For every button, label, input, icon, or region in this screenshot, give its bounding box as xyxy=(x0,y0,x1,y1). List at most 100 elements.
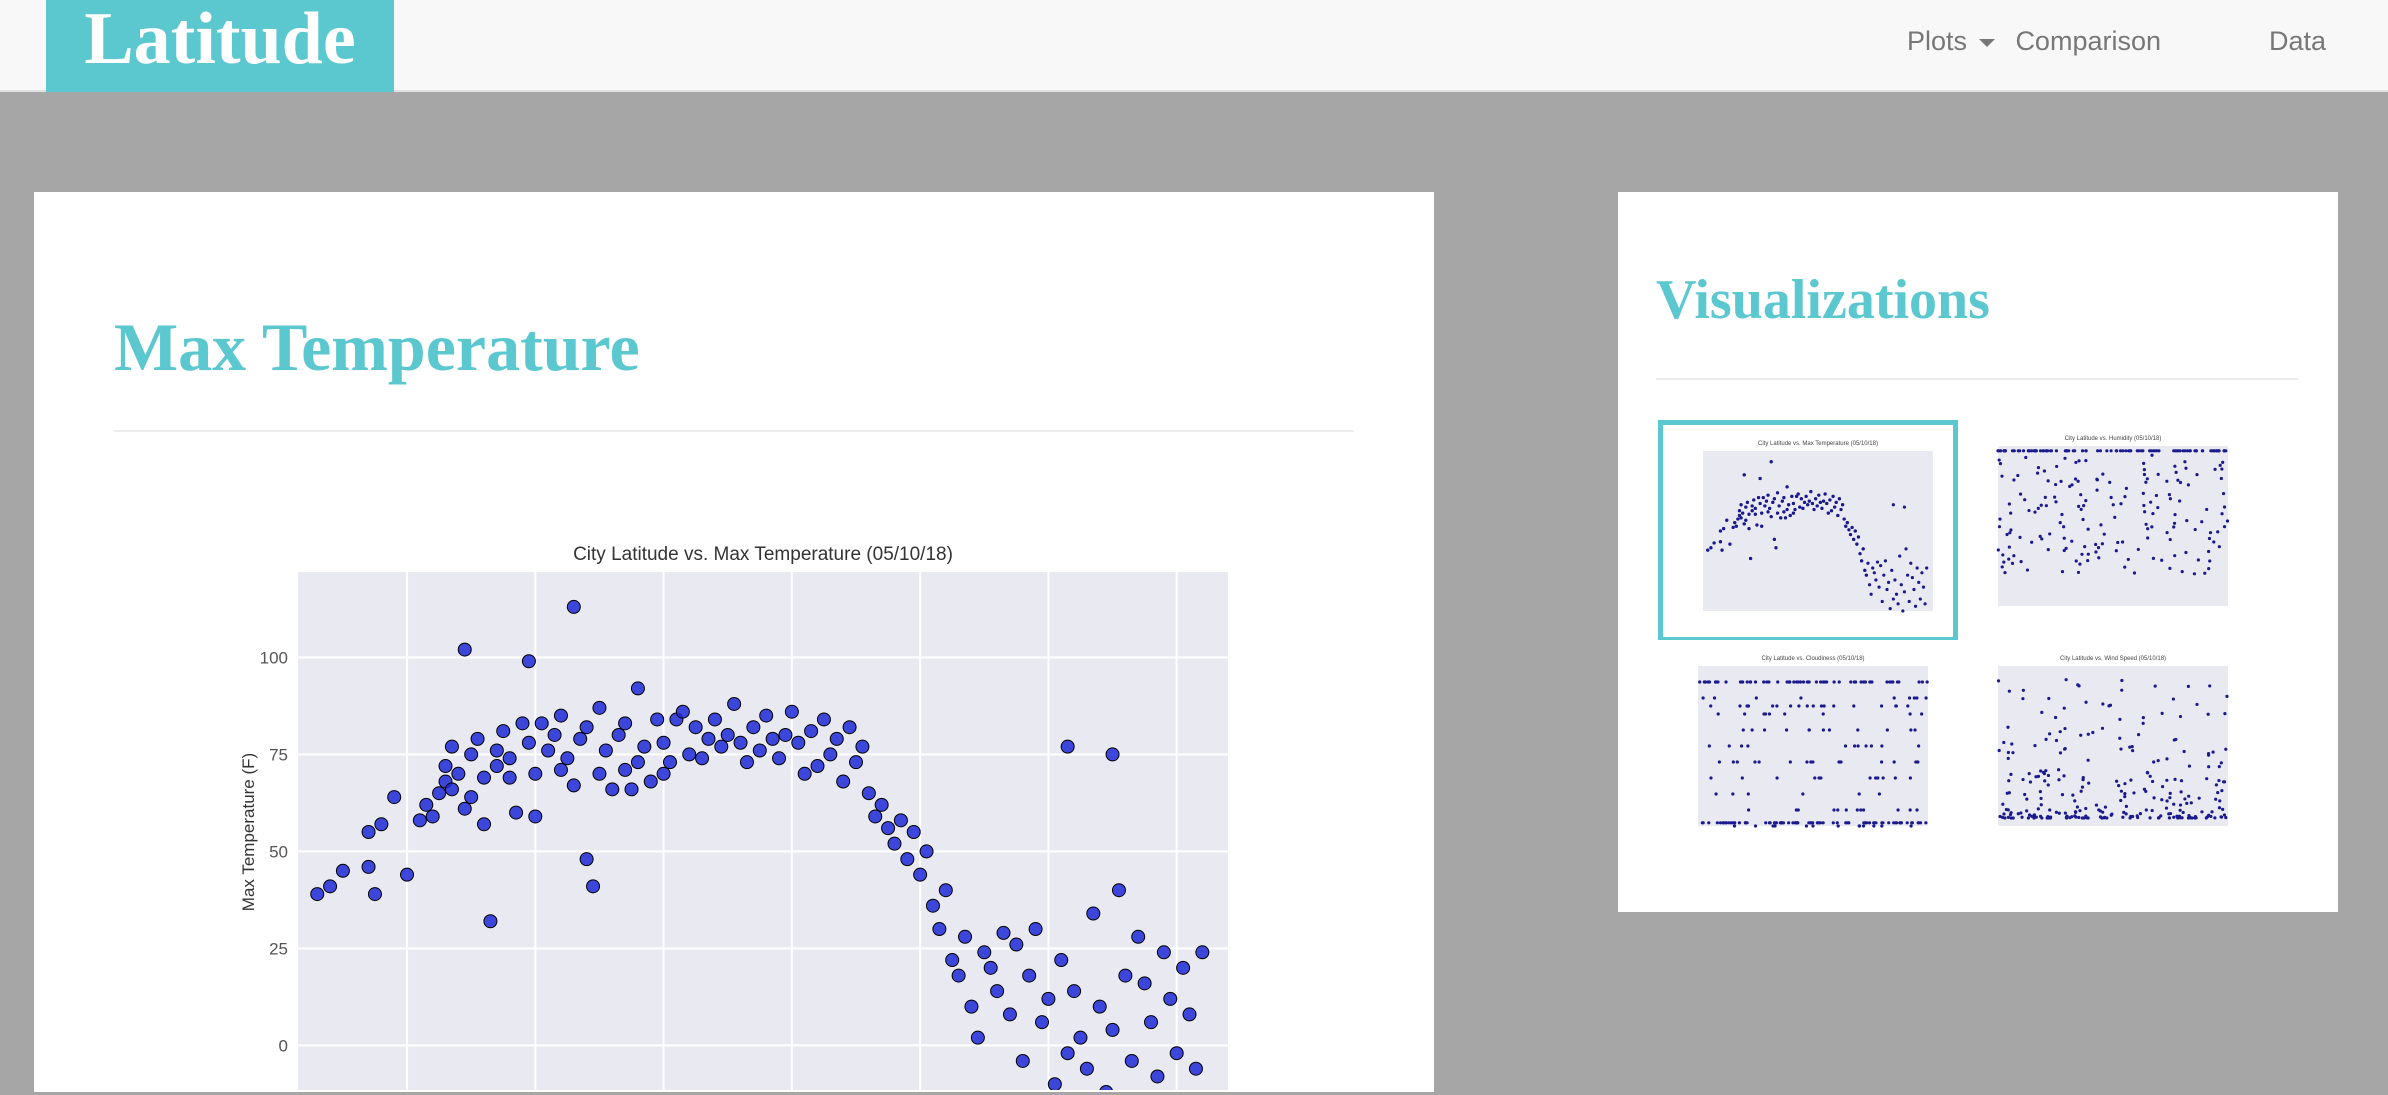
thumb-data-point xyxy=(1750,728,1754,732)
thumb-data-point xyxy=(1798,680,1803,684)
thumb-data-point xyxy=(2120,678,2124,683)
thumb-data-point xyxy=(2177,814,2182,818)
thumb-data-point xyxy=(1918,821,1923,825)
thumb-data-point xyxy=(2156,759,2160,763)
thumb-data-point xyxy=(2040,710,2044,714)
thumb-data-point xyxy=(1769,460,1773,464)
thumb-data-point xyxy=(1913,604,1918,608)
thumb-data-point xyxy=(2084,458,2088,463)
thumbnail-max-temperature[interactable]: City Latitude vs. Max Temperature (05/10… xyxy=(1658,420,1958,642)
thumb-data-point xyxy=(2195,702,2199,707)
thumb-data-point xyxy=(1835,821,1839,825)
thumb-data-point xyxy=(1769,515,1773,519)
thumb-data-point xyxy=(1815,504,1819,508)
thumb-data-point xyxy=(2068,484,2072,488)
thumb-data-point xyxy=(1801,680,1806,684)
thumb-data-point xyxy=(2002,812,2006,816)
thumb-data-point xyxy=(2007,779,2011,783)
thumb-data-point xyxy=(2035,471,2040,475)
thumb-data-point xyxy=(1825,501,1829,506)
data-point xyxy=(412,813,427,828)
thumb-data-point xyxy=(2146,536,2150,540)
thumb-data-point xyxy=(2025,809,2029,813)
data-point xyxy=(900,852,915,867)
thumb-data-point xyxy=(1997,748,2001,753)
thumb-data-point xyxy=(2080,552,2084,556)
data-point xyxy=(1073,1030,1088,1045)
thumb-data-point xyxy=(1772,537,1776,541)
thumb-data-point xyxy=(2156,816,2161,820)
thumb-data-point xyxy=(2028,780,2033,784)
thumb-data-point xyxy=(2070,539,2074,543)
data-point xyxy=(977,945,992,960)
thumb-data-point xyxy=(2180,570,2184,574)
thumb-data-point xyxy=(1857,824,1861,828)
thumb-data-point xyxy=(2056,768,2061,772)
thumb-data-point xyxy=(2222,449,2226,453)
thumb-data-point xyxy=(1823,492,1827,496)
thumb-data-point xyxy=(2144,480,2148,484)
thumb-data-point xyxy=(2008,531,2012,535)
thumb-data-point xyxy=(2180,816,2184,820)
thumb-data-point xyxy=(1867,821,1872,825)
thumbnail-humidity[interactable]: City Latitude vs. Humidity (05/10/18) xyxy=(1958,420,2258,642)
thumb-data-point xyxy=(1752,498,1756,502)
chart-container: 0 25 50 75 100 City Latitude vs. Max Temperat… xyxy=(184,530,1264,1095)
thumb-data-point xyxy=(1861,824,1866,828)
thumb-data-point xyxy=(1999,449,2003,453)
thumb-data-point xyxy=(1894,592,1899,596)
thumb-data-point xyxy=(2132,791,2136,795)
thumb-data-point xyxy=(2123,565,2127,569)
thumb-data-point xyxy=(1732,824,1737,828)
data-point xyxy=(951,968,966,983)
thumb-data-point xyxy=(2059,479,2063,484)
thumb-data-point xyxy=(1924,696,1928,700)
thumbnail-wind-speed[interactable]: City Latitude vs. Wind Speed (05/10/18) xyxy=(1958,640,2258,862)
thumb-data-point xyxy=(2143,510,2147,514)
thumb-data-point xyxy=(2165,479,2169,483)
brand-logo[interactable]: Latitude xyxy=(46,0,394,92)
thumb-data-point xyxy=(1712,696,1717,700)
thumb-data-point xyxy=(2116,540,2120,545)
thumb-data-point xyxy=(2006,725,2010,729)
thumb-data-point xyxy=(2113,515,2117,519)
thumb-data-point xyxy=(2032,813,2036,817)
thumbnail-cloudiness[interactable]: City Latitude vs. Cloudiness (05/10/18) xyxy=(1658,640,1958,862)
thumb-data-point xyxy=(2047,732,2052,736)
thumb-data-point xyxy=(2016,812,2020,816)
data-point xyxy=(483,914,498,929)
data-point xyxy=(938,883,953,898)
thumb-data-point xyxy=(2200,810,2204,814)
thumb-data-point xyxy=(2021,697,2025,701)
data-point xyxy=(457,801,472,816)
thumb-data-point xyxy=(2058,730,2062,734)
thumb-data-point xyxy=(2189,801,2193,805)
nav-data[interactable]: Data xyxy=(2268,26,2326,56)
thumb-data-point xyxy=(1883,559,1888,563)
data-point xyxy=(784,704,799,719)
thumb-data-point xyxy=(2178,480,2183,485)
data-point xyxy=(881,821,896,836)
thumb-title: City Latitude vs. Cloudiness (05/10/18) xyxy=(1761,656,1864,662)
thumb-data-point xyxy=(2207,567,2211,571)
thumb-data-point xyxy=(1775,776,1779,780)
thumb-data-point xyxy=(2205,507,2209,512)
data-point xyxy=(618,716,633,731)
nav-comparison[interactable]: Comparison xyxy=(2015,26,2161,56)
thumb-data-point xyxy=(1701,821,1705,825)
thumb-data-point xyxy=(1753,760,1757,764)
thumb-data-point xyxy=(1735,760,1739,764)
thumb-data-point xyxy=(2044,737,2048,741)
thumb-data-point xyxy=(1799,696,1803,700)
data-point xyxy=(1131,929,1146,944)
thumb-data-point xyxy=(2073,810,2078,814)
thumb-data-point xyxy=(2003,449,2007,453)
thumb-data-point xyxy=(2062,774,2066,778)
thumb-data-point xyxy=(2021,688,2025,692)
nav-plots-dropdown[interactable]: Plots xyxy=(1907,26,1995,57)
thumb-data-point xyxy=(1819,680,1823,684)
thumb-data-point xyxy=(1785,507,1789,512)
thumb-data-point xyxy=(2081,517,2085,522)
thumb-data-point xyxy=(2096,545,2101,550)
thumb-data-point xyxy=(2136,547,2140,552)
